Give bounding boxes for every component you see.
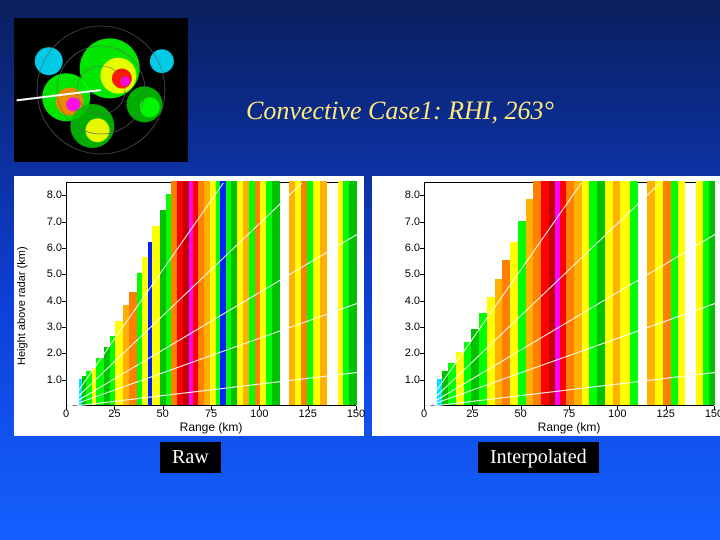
rhi-panel-interp: Range (km) 1.02.03.04.05.06.07.08.002550… — [372, 176, 720, 436]
y-tick-label: 7.0 — [392, 216, 420, 228]
y-tick-label: 4.0 — [392, 295, 420, 307]
y-tick-label: 5.0 — [392, 268, 420, 280]
slide-title: Convective Case1: RHI, 263° — [246, 96, 554, 126]
y-tick-label: 6.0 — [34, 242, 62, 254]
rhi-panel-raw: Height above radar (km) Range (km) 1.0 2.… — [14, 176, 364, 436]
y-tick-label: 3.0 — [34, 321, 62, 333]
slide-background: Convective Case1: RHI, 263° Height above… — [0, 0, 720, 540]
y-tick-label: 3.0 — [392, 321, 420, 333]
rhi-plot-interp — [424, 182, 714, 406]
y-tick-label: 7.0 — [34, 216, 62, 228]
x-axis-label: Range (km) — [66, 420, 356, 434]
x-tick-label: 150 — [699, 408, 720, 420]
y-tick-label: 2.0 — [392, 347, 420, 359]
y-axis-label: Height above radar (km) — [16, 206, 30, 406]
caption-raw: Raw — [160, 442, 221, 473]
y-tick-label: 4.0 — [34, 295, 62, 307]
y-tick-label: 2.0 — [34, 347, 62, 359]
y-tick-label: 1.0 — [34, 374, 62, 386]
x-axis-label: Range (km) — [424, 420, 714, 434]
caption-interp: Interpolated — [478, 442, 599, 473]
y-tick-label: 8.0 — [34, 189, 62, 201]
y-tick-label: 6.0 — [392, 242, 420, 254]
y-tick-label: 5.0 — [34, 268, 62, 280]
radar-ppi-thumbnail — [14, 18, 188, 162]
y-tick-label: 8.0 — [392, 189, 420, 201]
rhi-plot-raw — [66, 182, 356, 406]
y-tick-label: 1.0 — [392, 374, 420, 386]
